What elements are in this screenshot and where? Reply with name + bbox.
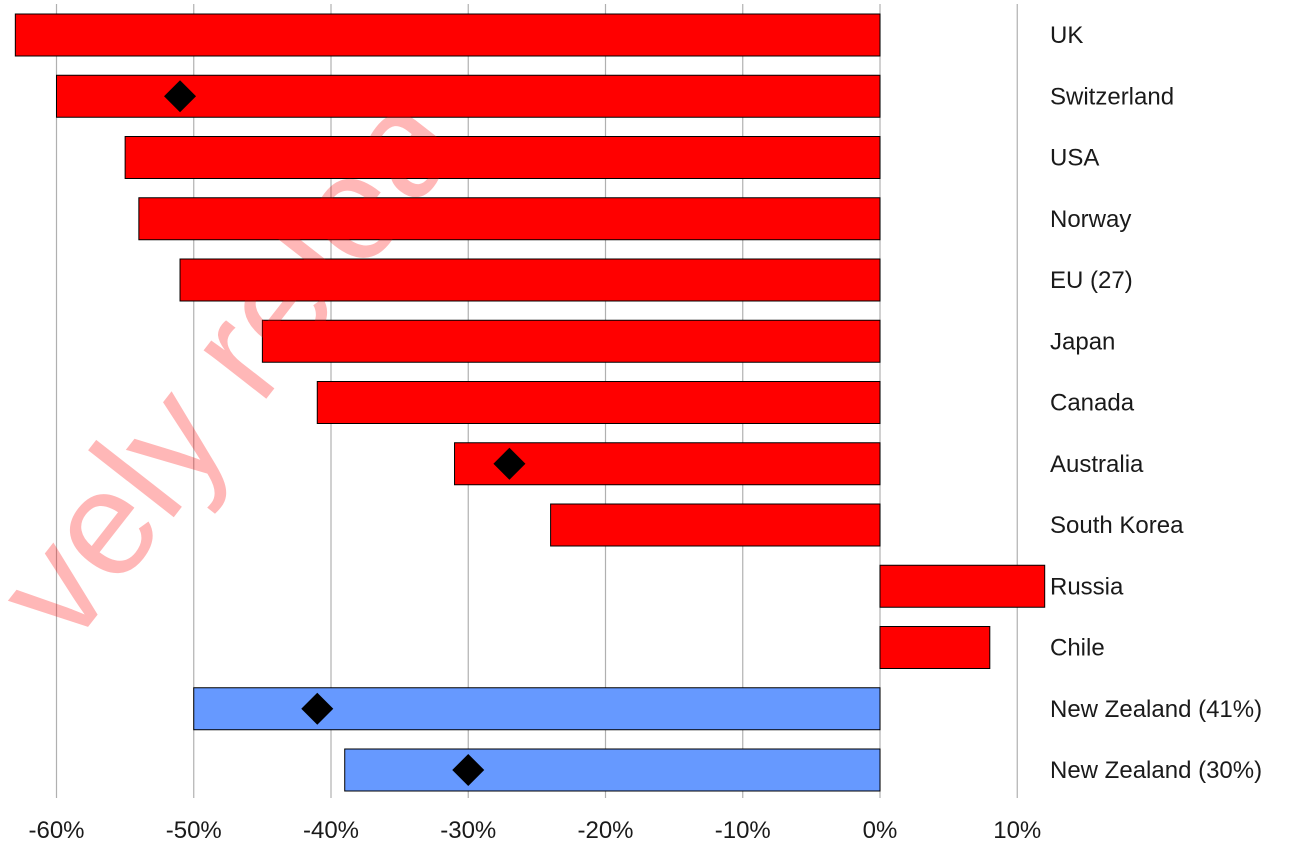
category-label: South Korea — [1050, 512, 1184, 539]
bar — [879, 564, 1046, 608]
category-label: Australia — [1050, 451, 1144, 478]
bar — [14, 13, 881, 57]
bar — [344, 748, 881, 792]
bar — [261, 319, 881, 363]
x-tick-label: -60% — [28, 817, 84, 842]
bar — [454, 442, 881, 486]
diamond-marker — [164, 80, 197, 113]
x-tick-label: 10% — [993, 817, 1041, 842]
category-label: Norway — [1050, 206, 1131, 233]
x-tick-label: -30% — [440, 817, 496, 842]
bar — [193, 687, 881, 731]
category-labels: UK Switzerland USA Norway EU (27) Japan Canada… — [1050, 22, 1262, 784]
bar — [879, 626, 991, 669]
markers — [164, 80, 526, 786]
bars — [14, 13, 1046, 792]
diamond-marker — [493, 447, 526, 480]
x-tick-label: -20% — [577, 817, 633, 842]
bar — [550, 503, 881, 547]
category-label: New Zealand (41%) — [1050, 696, 1262, 723]
category-label: Russia — [1050, 573, 1124, 600]
bar — [316, 381, 881, 424]
bar — [138, 197, 881, 241]
x-axis-tick-labels: -60% -50% -40% -30% -20% -10% 0% 10% — [28, 817, 1041, 842]
bar — [179, 258, 881, 302]
diamond-marker — [301, 692, 334, 725]
category-label: Japan — [1050, 328, 1115, 355]
category-label: New Zealand (30%) — [1050, 757, 1262, 784]
category-label: EU (27) — [1050, 267, 1133, 294]
category-label: Canada — [1050, 390, 1135, 417]
x-tick-label: 0% — [863, 817, 898, 842]
diamond-marker — [452, 754, 485, 786]
x-tick-label: -50% — [166, 817, 222, 842]
category-label: Switzerland — [1050, 83, 1174, 110]
category-label: Chile — [1050, 635, 1105, 662]
category-label: UK — [1050, 22, 1083, 49]
x-tick-label: -40% — [303, 817, 359, 842]
x-tick-label: -10% — [715, 817, 771, 842]
category-label: USA — [1050, 145, 1099, 172]
bar — [124, 136, 881, 179]
